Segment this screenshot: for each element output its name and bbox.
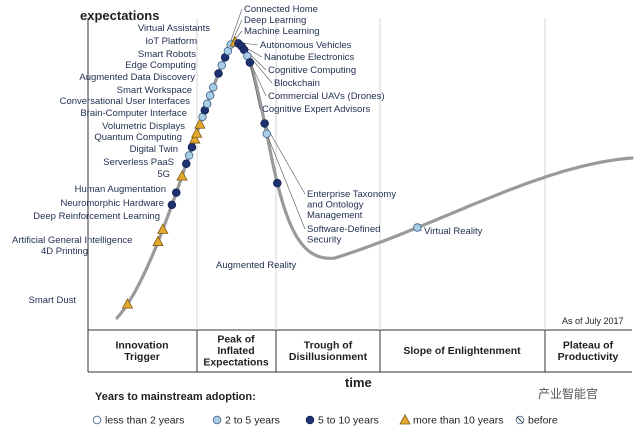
legend-label-5to10: 5 to 10 years bbox=[318, 415, 379, 427]
label-brain-computer-interface: Brain-Computer Interface bbox=[80, 108, 187, 119]
label-human-augmentation: Human Augmentation bbox=[75, 184, 166, 195]
label-deep-learning: Deep Learning bbox=[244, 15, 306, 26]
label-autonomous-vehicles: Autonomous Vehicles bbox=[260, 40, 352, 51]
point-artificial-general-intelligence bbox=[157, 223, 169, 234]
obsolete-mark bbox=[516, 416, 524, 424]
label-augmented-reality: Augmented Reality bbox=[216, 260, 297, 271]
label-enterprise-taxonomy-and-ontology-management: Enterprise Taxonomy and Ontology Managemen… bbox=[307, 189, 396, 221]
label-connected-home: Connected Home bbox=[244, 4, 318, 15]
watermark-text: 产业智能官 bbox=[538, 386, 598, 401]
phase-2: Peak of Inflated Expectations bbox=[203, 334, 269, 369]
label-5g: 5G bbox=[157, 169, 170, 180]
label-quantum-computing: Quantum Computing bbox=[94, 132, 182, 143]
label-cognitive-computing: Cognitive Computing bbox=[268, 65, 356, 76]
label-neuromorphic-hardware: Neuromorphic Hardware bbox=[61, 198, 164, 209]
phase-3: Trough of Disillusionment bbox=[289, 339, 368, 363]
label-digital-twin: Digital Twin bbox=[130, 144, 178, 155]
point-brain-computer-interface bbox=[194, 118, 206, 129]
point-4d-printing bbox=[152, 235, 164, 246]
legend: Years to mainstream adoption: less than 2… bbox=[92, 391, 558, 427]
label-deep-reinforcement-learning: Deep Reinforcement Learning bbox=[33, 211, 160, 222]
label-software-defined-security: Software-Defined Security bbox=[307, 224, 380, 246]
legend-label-lt2: less than 2 years bbox=[105, 415, 184, 427]
legend-label-gt10: more than 10 years bbox=[413, 415, 503, 427]
label-commercial-uavs-drones: Commercial UAVs (Drones) bbox=[268, 91, 384, 102]
point-cognitive-expert-advisors bbox=[245, 58, 255, 67]
point-digital-twin bbox=[187, 143, 197, 152]
phase-5: Plateau of Productivity bbox=[558, 339, 619, 363]
label-virtual-assistants: Virtual Assistants bbox=[138, 23, 210, 34]
legend-marker-gt10 bbox=[399, 413, 411, 425]
point-augmented-data-discovery bbox=[202, 99, 212, 108]
legend-title: Years to mainstream adoption: bbox=[95, 391, 256, 403]
point-enterprise-taxonomy-and-ontology-management bbox=[260, 119, 269, 128]
label-smart-workspace: Smart Workspace bbox=[117, 85, 192, 96]
legend-label-obsolete: before bbox=[528, 415, 558, 427]
label-artificial-general-intelligence: Artificial General Intelligence bbox=[12, 235, 132, 246]
point-human-augmentation bbox=[176, 170, 188, 181]
leader-software-defined-security bbox=[266, 133, 306, 230]
point-deep-reinforcement-learning bbox=[167, 200, 177, 210]
point-virtual-assistants bbox=[217, 61, 227, 70]
label-nanotube-electronics: Nanotube Electronics bbox=[264, 52, 355, 63]
label-augmented-data-discovery: Augmented Data Discovery bbox=[79, 72, 195, 83]
hype-curve-line bbox=[115, 40, 634, 320]
point-edge-computing bbox=[205, 91, 215, 100]
hype-curve bbox=[115, 40, 634, 320]
legend-marker-5to10 bbox=[305, 415, 315, 425]
point-volumetric-displays bbox=[191, 127, 203, 138]
legend-marker-2to5 bbox=[212, 415, 222, 425]
as-of-date: As of July 2017 bbox=[562, 316, 624, 326]
label-blockchain: Blockchain bbox=[274, 78, 320, 89]
phase-labels: Innovation Trigger Peak of Inflated Expectat… bbox=[115, 334, 618, 369]
point-virtual-reality bbox=[413, 223, 422, 232]
legend-label-2to5: 2 to 5 years bbox=[225, 415, 280, 427]
point-iot-platform bbox=[214, 69, 223, 78]
label-virtual-reality: Virtual Reality bbox=[424, 226, 483, 237]
label-cognitive-expert-advisors: Cognitive Expert Advisors bbox=[262, 104, 370, 115]
data-points bbox=[121, 36, 422, 309]
label-smart-robots: Smart Robots bbox=[138, 49, 196, 60]
legend-marker-lt2 bbox=[92, 415, 102, 425]
x-axis-title: time bbox=[345, 375, 372, 390]
leader-enterprise-taxonomy-and-ontology-management bbox=[264, 123, 306, 195]
leader-cognitive-expert-advisors bbox=[249, 62, 261, 110]
phase-4: Slope of Enlightenment bbox=[403, 345, 521, 357]
label-serverless-paas: Serverless PaaS bbox=[103, 157, 174, 168]
point-serverless-paas bbox=[184, 151, 194, 160]
point-software-defined-security bbox=[262, 129, 271, 138]
point-quantum-computing bbox=[189, 133, 201, 144]
phase-1: Innovation Trigger bbox=[115, 339, 168, 363]
label-edge-computing: Edge Computing bbox=[125, 60, 196, 71]
label-machine-learning: Machine Learning bbox=[244, 26, 320, 37]
label-4d-printing: 4D Printing bbox=[41, 246, 88, 257]
label-iot-platform: IoT Platform bbox=[145, 36, 197, 47]
y-axis-title: expectations bbox=[80, 8, 159, 23]
point-augmented-reality bbox=[273, 178, 282, 188]
label-smart-dust: Smart Dust bbox=[28, 295, 76, 306]
label-volumetric-displays: Volumetric Displays bbox=[102, 121, 185, 132]
label-conversational-user-interfaces: Conversational User Interfaces bbox=[60, 96, 191, 107]
point-neuromorphic-hardware bbox=[172, 188, 181, 197]
point-smart-dust bbox=[121, 298, 134, 309]
point-5g bbox=[182, 159, 191, 169]
point-smart-robots bbox=[208, 83, 218, 92]
